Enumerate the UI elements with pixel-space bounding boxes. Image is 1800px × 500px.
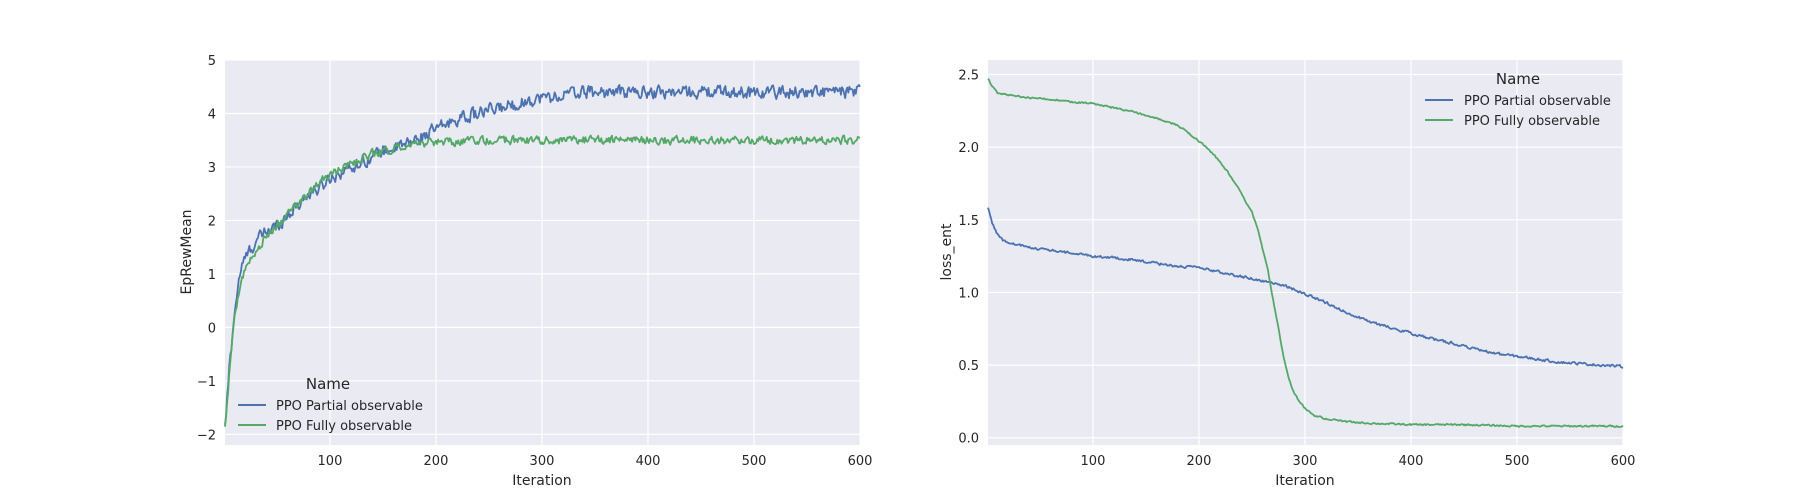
tick-labels: 100 200 300 400 500 600 0.0 0.5 1.0 1.5 2.0 2.5 — [958, 69, 1635, 469]
x-tick-label: 600 — [848, 454, 873, 469]
y-tick-label: 2.0 — [958, 141, 979, 156]
x-tick-label: 500 — [742, 454, 767, 469]
series-line-fully — [224, 134, 860, 427]
x-tick-label: 500 — [1505, 454, 1530, 469]
y-tick-label: 4 — [208, 107, 216, 122]
x-tick-label: 100 — [318, 454, 343, 469]
chart-loss-ent: 100 200 300 400 500 600 0.0 0.5 1.0 1.5 2.0 2.5 Ite… — [939, 60, 1635, 489]
legend-entry-partial: PPO Partial observable — [276, 399, 423, 414]
legend-title: Name — [1496, 70, 1540, 88]
x-axis-label: Iteration — [1275, 473, 1334, 489]
series-line-partial — [987, 207, 1624, 369]
y-tick-label: 5 — [208, 54, 216, 69]
legend-entry-partial: PPO Partial observable — [1464, 94, 1611, 109]
tick-labels: 100 200 300 400 500 600 −2 −1 0 1 2 3 4 5 — [197, 54, 873, 469]
y-tick-label: −2 — [197, 428, 216, 443]
series-line-fully — [987, 78, 1624, 428]
y-axis-label: loss_ent — [939, 223, 955, 281]
x-tick-label: 400 — [1399, 454, 1424, 469]
x-tick-label: 600 — [1611, 454, 1636, 469]
grid — [988, 60, 1624, 445]
legend: Name PPO Partial observable PPO Fully ob… — [238, 375, 423, 434]
legend-title: Name — [306, 375, 350, 393]
x-tick-label: 300 — [530, 454, 555, 469]
y-axis-label: EpRewMean — [179, 209, 195, 294]
x-tick-label: 200 — [424, 454, 449, 469]
series-lines — [224, 84, 861, 427]
y-tick-label: 3 — [208, 161, 216, 176]
y-tick-label: 1 — [208, 268, 216, 283]
x-tick-label: 400 — [636, 454, 661, 469]
grid — [225, 59, 861, 445]
y-tick-label: 0 — [208, 321, 216, 336]
y-tick-label: 1.0 — [958, 286, 979, 301]
y-tick-label: 0.5 — [958, 359, 979, 374]
x-tick-label: 100 — [1081, 454, 1106, 469]
chart-eprewmean: 100 200 300 400 500 600 −2 −1 0 1 2 3 4 5 Iteration E… — [179, 54, 872, 489]
legend: Name PPO Partial observable PPO Fully ob… — [1425, 70, 1611, 129]
y-tick-label: 2.5 — [958, 69, 979, 84]
y-tick-label: −1 — [197, 375, 216, 390]
x-tick-label: 200 — [1187, 454, 1212, 469]
y-tick-label: 0.0 — [958, 432, 979, 447]
series-line-partial — [224, 84, 861, 425]
x-axis-label: Iteration — [512, 473, 571, 489]
legend-entry-fully: PPO Fully observable — [1464, 114, 1600, 129]
x-tick-label: 300 — [1293, 454, 1318, 469]
legend-entry-fully: PPO Fully observable — [276, 419, 412, 434]
y-tick-label: 2 — [208, 214, 216, 229]
series-lines — [987, 78, 1624, 428]
y-tick-label: 1.5 — [958, 214, 979, 229]
